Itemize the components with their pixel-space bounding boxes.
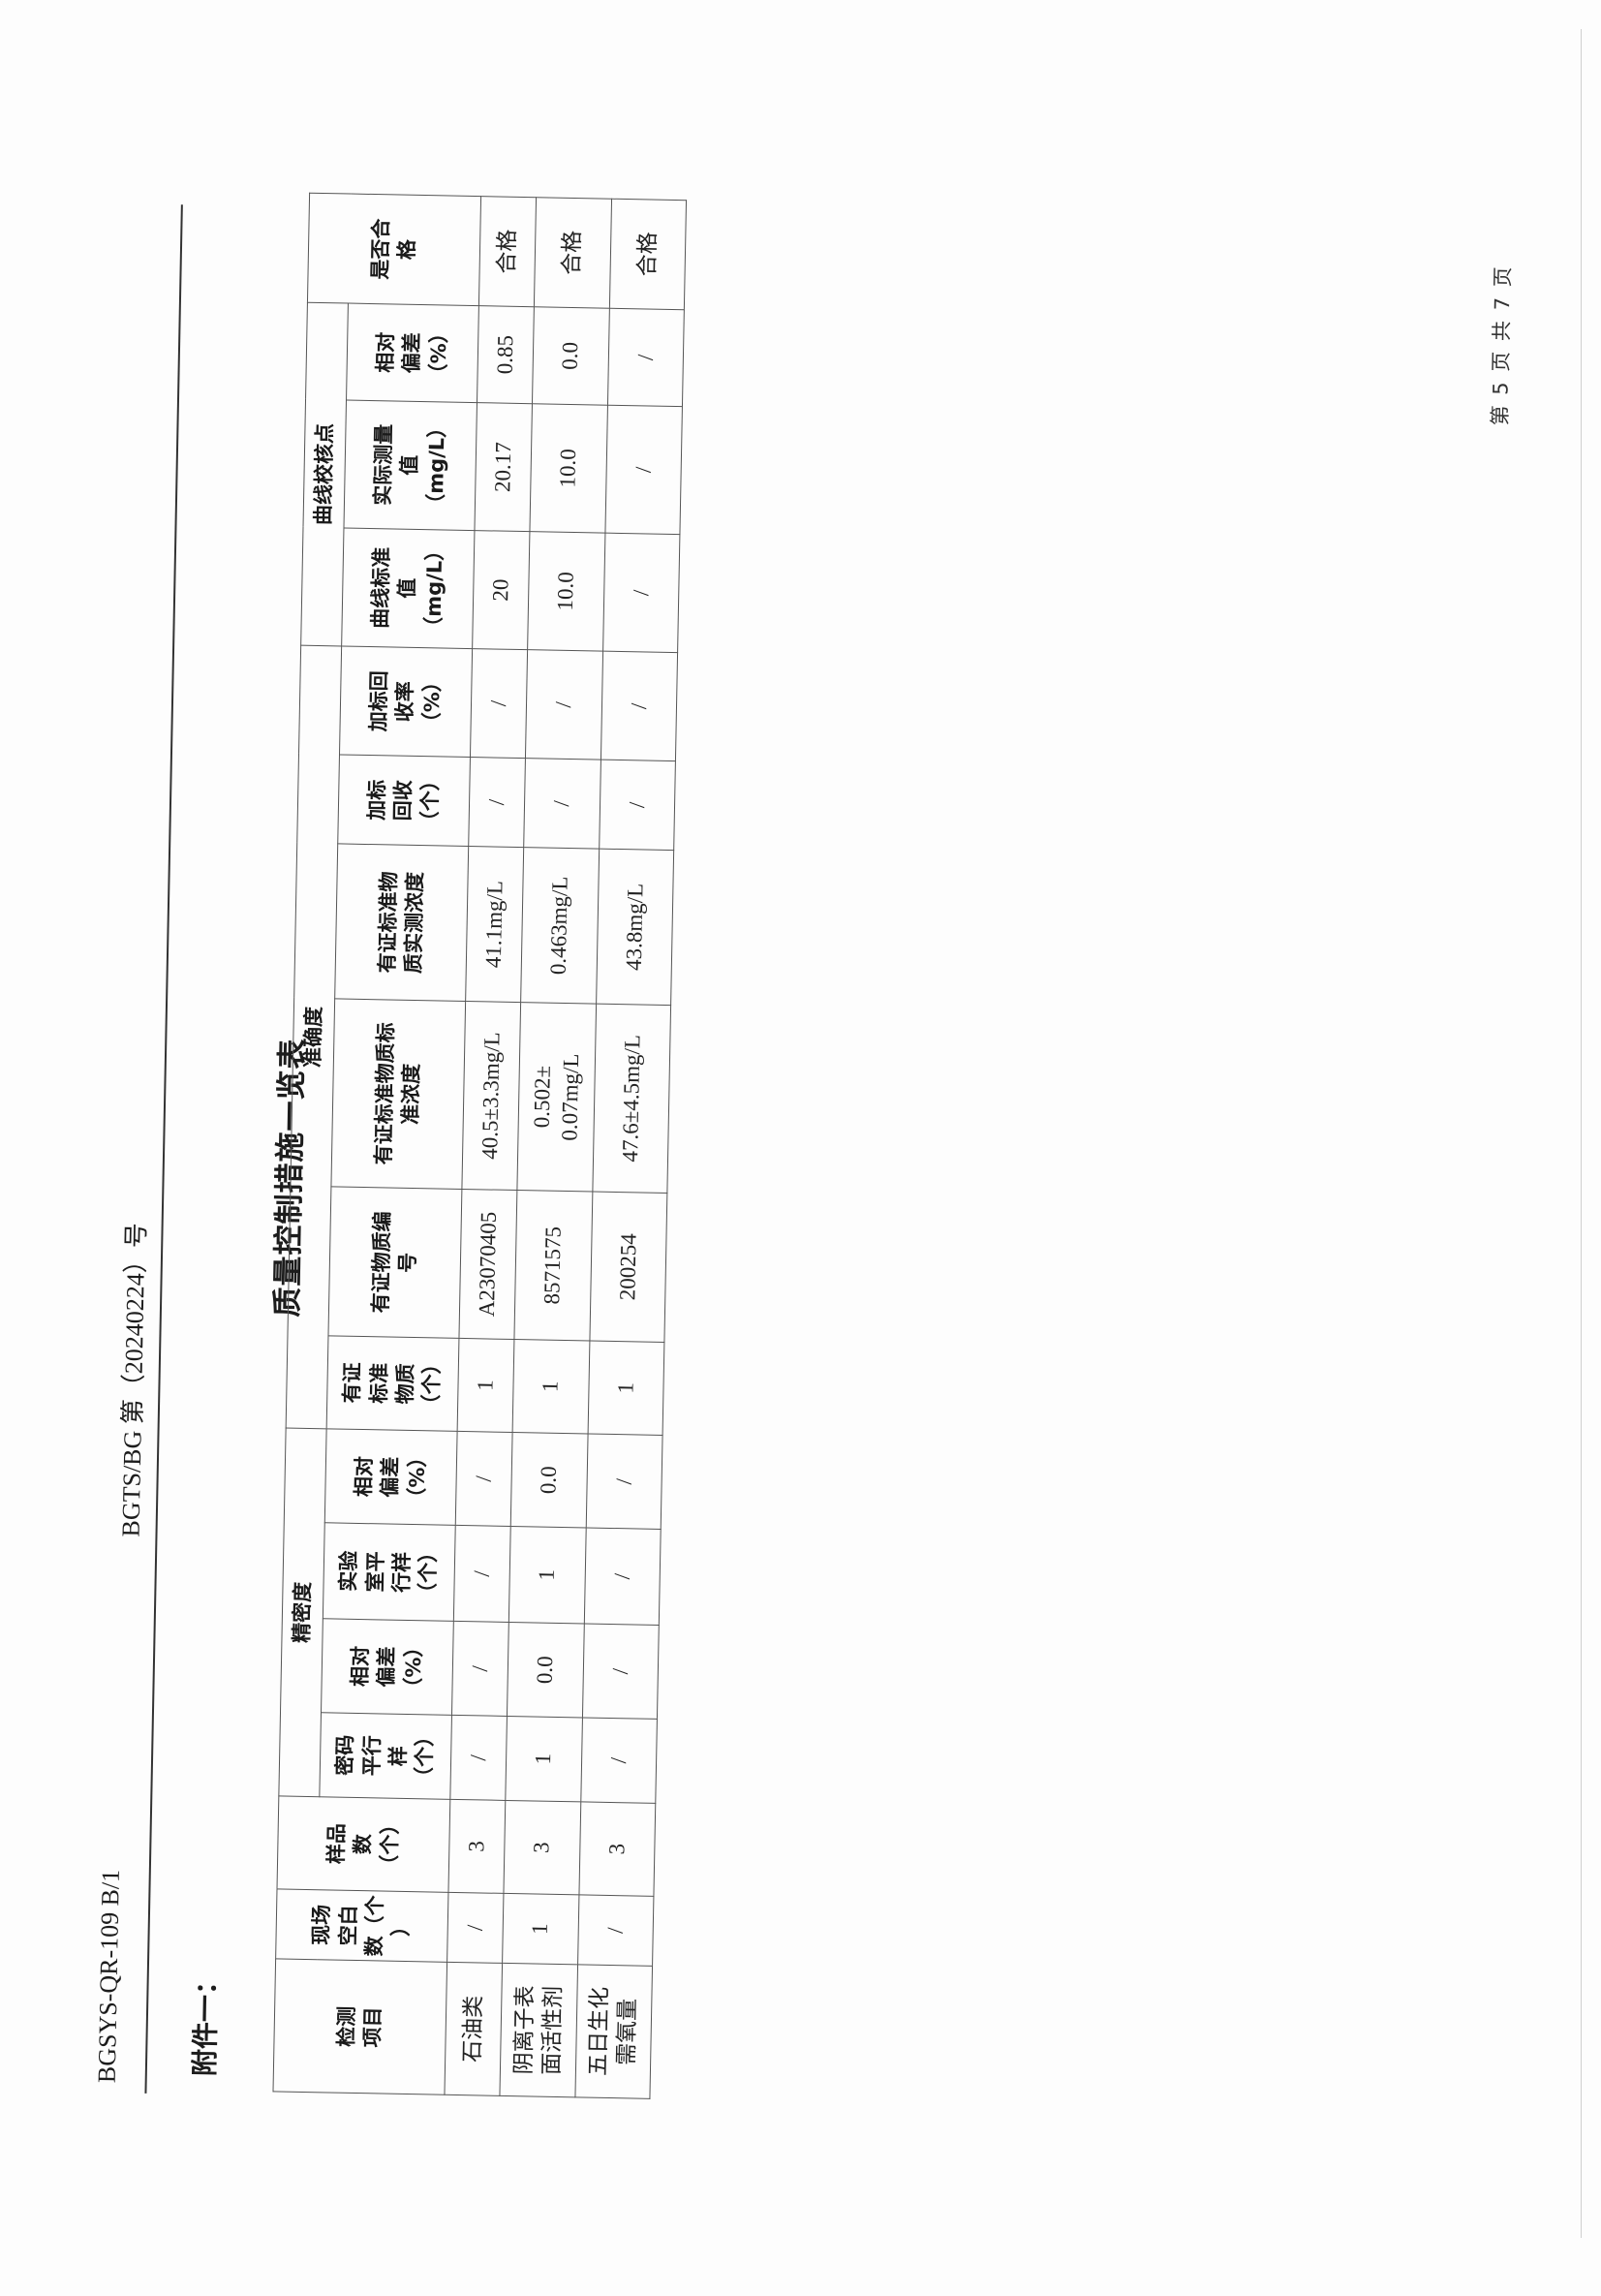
col-header: 相对 偏差 （%） bbox=[346, 302, 479, 403]
col-header-item: 检测 项目 bbox=[272, 1958, 447, 2095]
table-cell: 1 bbox=[508, 1526, 587, 1624]
table-cell: / bbox=[451, 1621, 509, 1717]
quality-control-table: 检测 项目 现场 空白 数（个 ） 样品 数 （个） 精密度 准确度 曲线校核点… bbox=[272, 193, 687, 2099]
table-cell: 0.0 bbox=[510, 1432, 589, 1528]
attachment-label: 附件一： bbox=[188, 1967, 223, 2077]
page-number: 第 5 页 共 7 页 bbox=[1488, 264, 1515, 426]
table-cell: / bbox=[580, 1717, 658, 1804]
table-cell: 3 bbox=[503, 1800, 581, 1895]
table-cell: 0.0 bbox=[532, 306, 610, 406]
table-cell: / bbox=[582, 1623, 660, 1720]
table-cell: / bbox=[599, 760, 676, 851]
table-cell: / bbox=[604, 405, 683, 535]
table-cell: / bbox=[525, 649, 603, 760]
table-cell: 合格 bbox=[534, 197, 612, 309]
table-cell: 0.502± 0.07mg/L bbox=[516, 1002, 597, 1193]
table-cell: 10.0 bbox=[527, 531, 605, 652]
scan-edge-line bbox=[1581, 29, 1582, 2238]
table-cell: 10.0 bbox=[529, 403, 608, 534]
col-header: 相对 偏差 （%） bbox=[321, 1618, 454, 1716]
table-cell: 47.6±4.5mg/L bbox=[592, 1004, 671, 1194]
col-header: 密码 平行 样 （个） bbox=[319, 1712, 452, 1800]
table-cell: / bbox=[586, 1433, 663, 1530]
table-cell: / bbox=[470, 648, 528, 759]
table-cell: 1 bbox=[588, 1341, 664, 1436]
col-header: 实验 室平 行样 （个） bbox=[323, 1522, 456, 1622]
table-cell: 20.17 bbox=[474, 402, 533, 532]
table-cell: 0.0 bbox=[507, 1622, 585, 1718]
table-cell: / bbox=[577, 1894, 654, 1967]
col-header: 相对 偏差 （%） bbox=[324, 1428, 458, 1526]
form-code: BGSYS-QR-109 B/1 bbox=[92, 1869, 125, 2084]
col-header: 有证物质编 号 bbox=[327, 1186, 462, 1339]
col-header: 实际测量 值 （mg/L） bbox=[343, 399, 477, 531]
table-cell: 3 bbox=[447, 1799, 506, 1894]
group-header-curve: 曲线校核点 bbox=[300, 302, 349, 646]
header-rule bbox=[144, 204, 183, 2094]
col-header: 有证标准物质标 准浓度 bbox=[330, 998, 466, 1190]
table-cell: 0.85 bbox=[477, 305, 535, 404]
table-cell: 40.5±3.3mg/L bbox=[461, 1001, 521, 1191]
table-cell: 43.8mg/L bbox=[596, 849, 674, 1006]
table-cell: 200254 bbox=[589, 1192, 667, 1343]
col-header: 加标回 收率 （%） bbox=[339, 645, 473, 758]
table-cell: 0.463mg/L bbox=[520, 847, 600, 1005]
col-header-field-blank: 现场 空白 数（个 ） bbox=[275, 1888, 448, 1963]
table-cell: / bbox=[449, 1715, 508, 1801]
report-number: BGTS/BG 第（20240224）号 bbox=[116, 1222, 151, 1537]
item-name-cell: 石油类 bbox=[444, 1962, 503, 2096]
col-header-pass: 是否合 格 bbox=[307, 193, 481, 306]
table-cell: 1 bbox=[512, 1339, 590, 1434]
table-cell: 合格 bbox=[609, 199, 687, 310]
col-header: 有证标准物 质实测浓度 bbox=[334, 843, 469, 1002]
table-cell: 3 bbox=[578, 1801, 656, 1897]
table-cell: 41.1mg/L bbox=[465, 846, 524, 1003]
table-cell: 合格 bbox=[478, 196, 537, 307]
table-cell: / bbox=[455, 1431, 513, 1527]
table-cell: 1 bbox=[505, 1716, 583, 1802]
col-header-sample-count: 样品 数 （个） bbox=[277, 1795, 450, 1893]
col-header: 有证 标准 物质 （个） bbox=[326, 1335, 459, 1432]
table-cell: / bbox=[453, 1525, 511, 1623]
table-cell: 1 bbox=[457, 1338, 514, 1433]
table-cell: 8571575 bbox=[513, 1190, 593, 1342]
table-cell: / bbox=[600, 651, 678, 761]
table-cell: A23070405 bbox=[458, 1189, 517, 1340]
table-cell: / bbox=[607, 308, 685, 407]
table-cell: / bbox=[602, 533, 680, 653]
table-cell: 1 bbox=[502, 1893, 579, 1965]
table-cell: / bbox=[468, 757, 526, 848]
group-header-precision: 精密度 bbox=[278, 1428, 327, 1797]
item-name-cell: 阴离子表 面活性剂 bbox=[499, 1963, 578, 2097]
table-cell: / bbox=[584, 1527, 662, 1626]
table-cell: / bbox=[446, 1892, 504, 1964]
col-header: 曲线标准 值 （mg/L） bbox=[341, 527, 475, 649]
table-cell: 20 bbox=[472, 530, 530, 650]
table-body: 石油类/3// //1 A23070405 40.5±3.3mg/L 41.1mg/L /… bbox=[444, 196, 687, 2099]
table-cell: / bbox=[523, 758, 601, 850]
item-name-cell: 五日生化 需氧量 bbox=[574, 1964, 653, 2099]
col-header: 加标 回收 （个） bbox=[337, 754, 471, 847]
